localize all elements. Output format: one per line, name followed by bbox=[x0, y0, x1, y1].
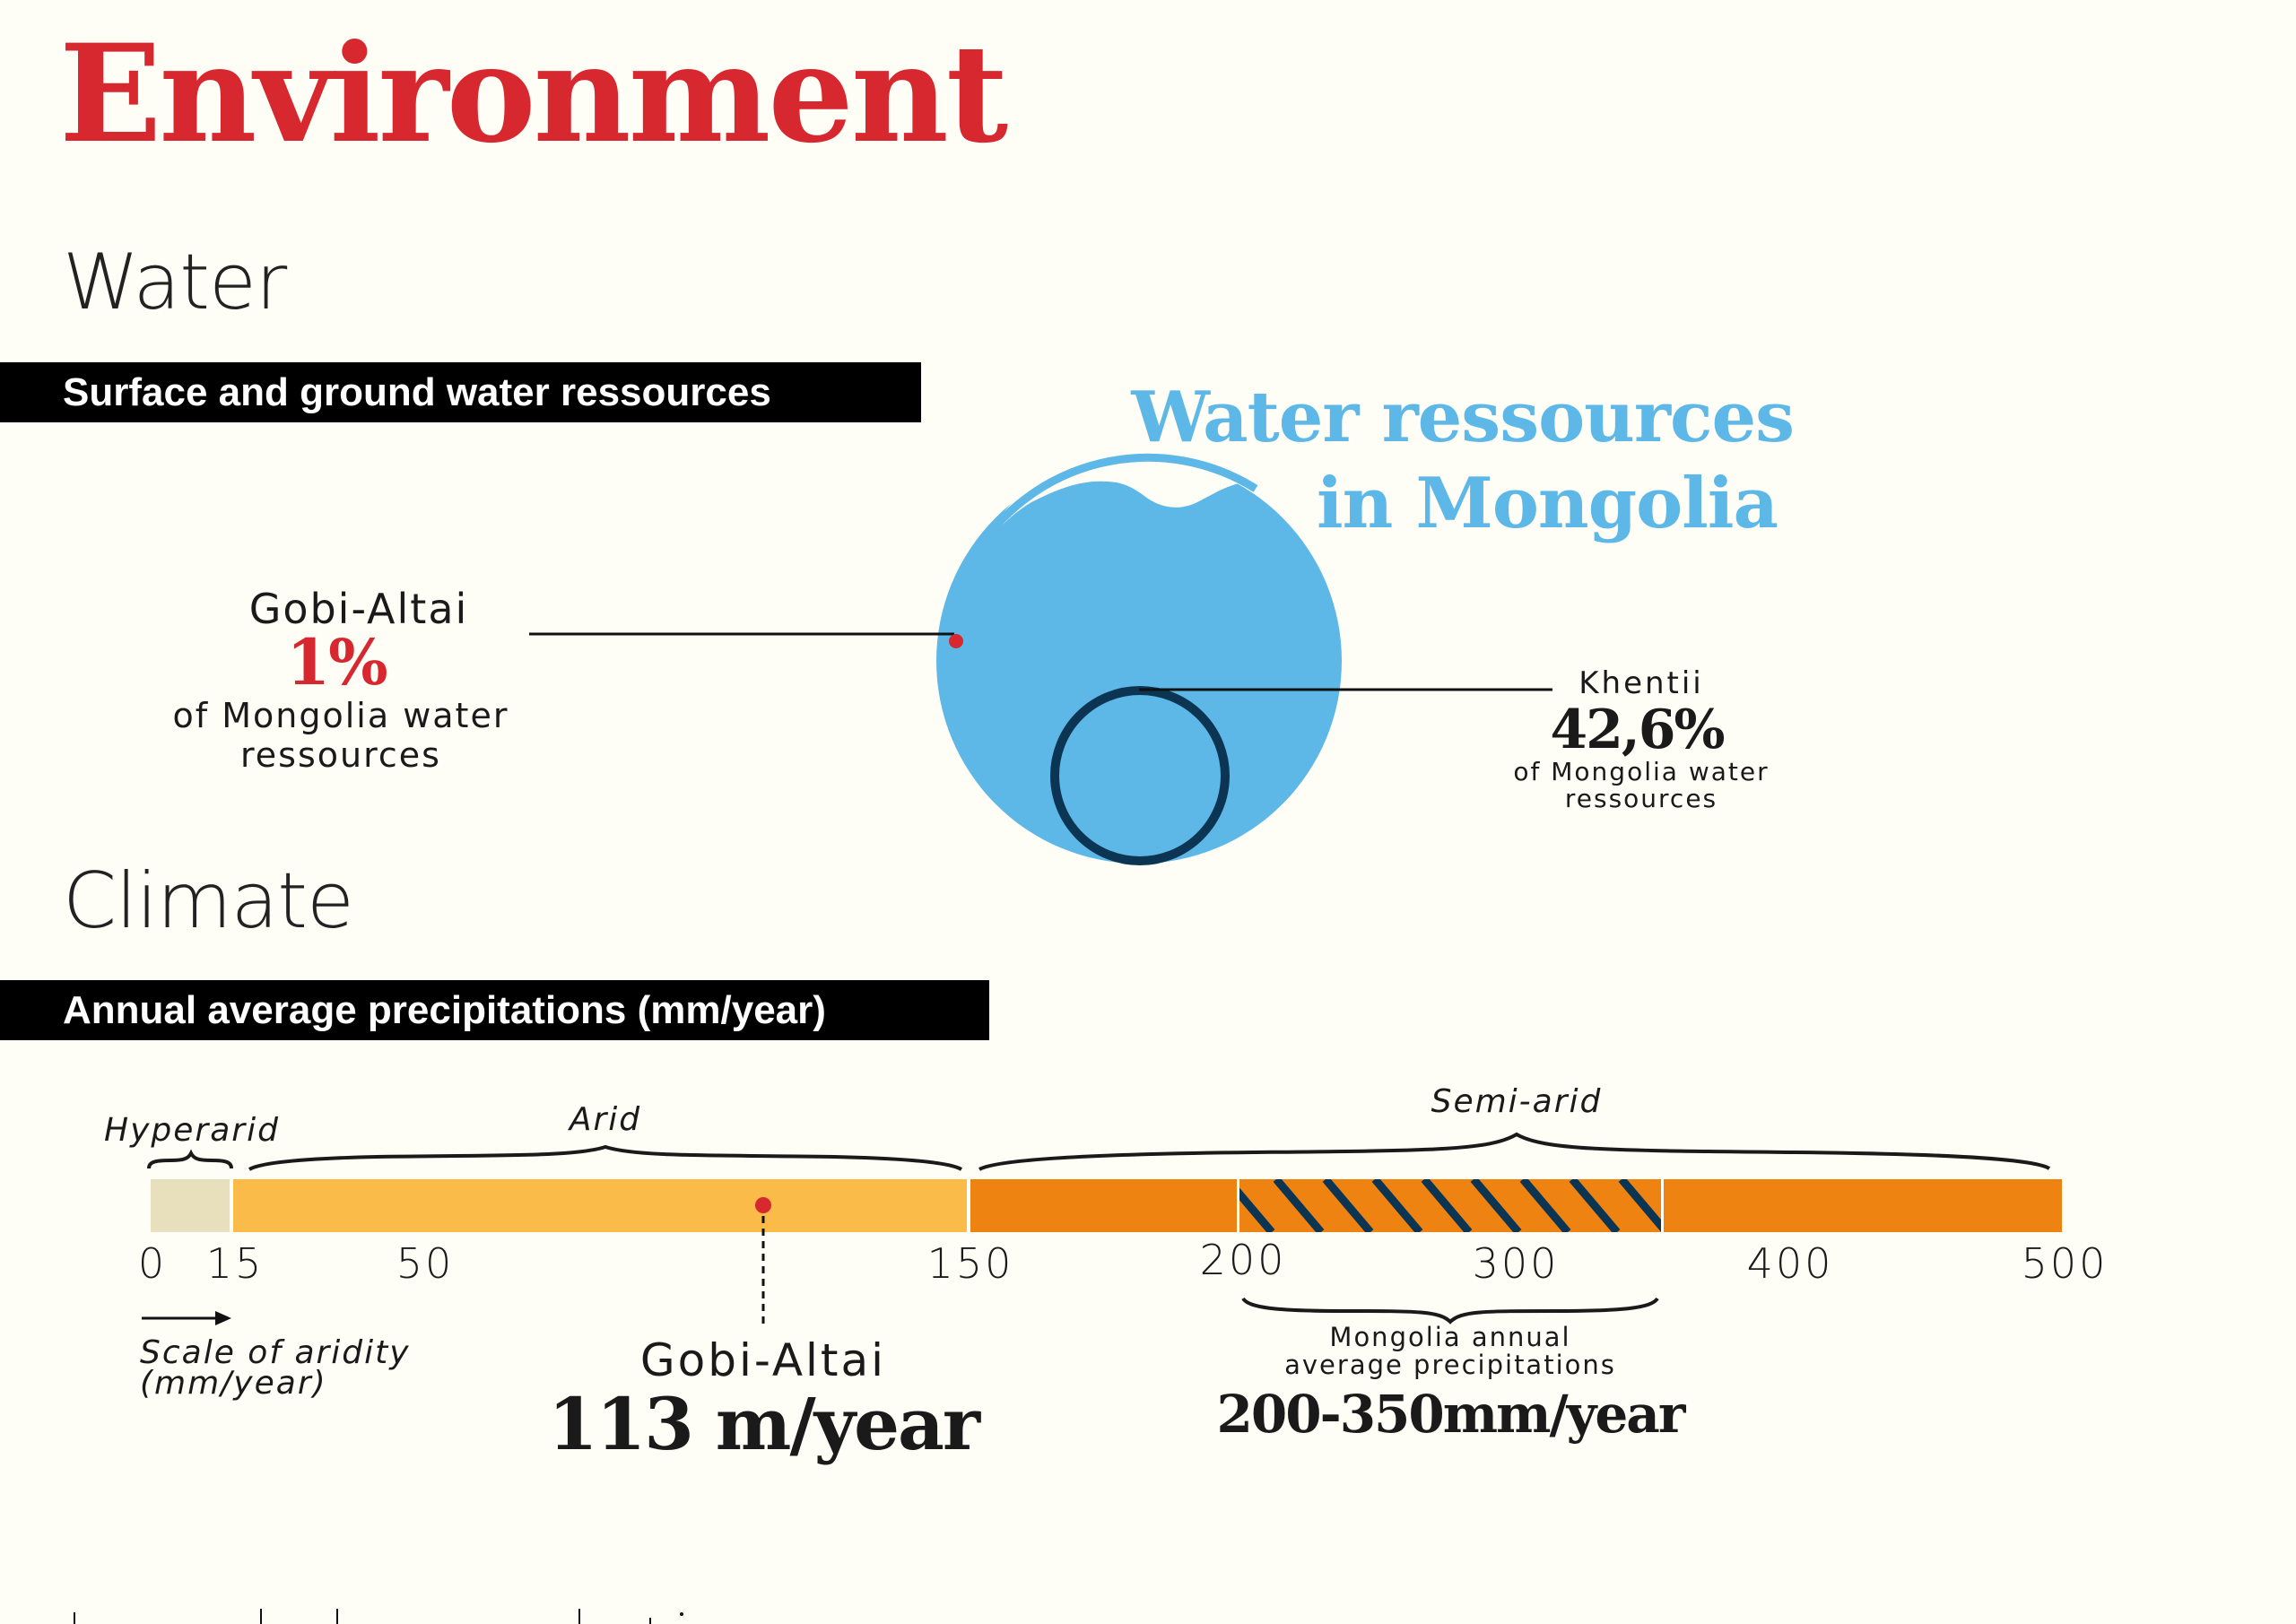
water-globe-outline bbox=[936, 458, 1342, 864]
khentii-percent: 42,6% bbox=[1550, 699, 1725, 761]
mongolia-precip-callout: Mongolia annual average precipitations 2… bbox=[1181, 1324, 1719, 1446]
brace-hyperarid bbox=[147, 1149, 233, 1169]
tick-15: 15 bbox=[205, 1239, 265, 1288]
tick-500: 500 bbox=[2021, 1239, 2109, 1288]
climate-label-text: Annual average precipitations (mm/year) bbox=[63, 987, 826, 1032]
water-label-text: Surface and ground water ressources bbox=[63, 369, 771, 414]
gobi-altai-name: Gobi-Altai bbox=[248, 585, 469, 633]
scale-note-line2: (mm/year) bbox=[140, 1365, 327, 1402]
zone-label-hyperarid: Hyperarid bbox=[104, 1112, 280, 1149]
gobi-altai-precip-value: 113 m/year bbox=[547, 1382, 980, 1466]
bar-segment-semi-arid-2 bbox=[1664, 1179, 2062, 1232]
water-chart-title: Water ressources in Mongolia bbox=[1112, 375, 1795, 547]
khentii-name: Khentii bbox=[1578, 665, 1704, 701]
gobi-altai-marker bbox=[949, 634, 963, 648]
brace-semi-arid bbox=[978, 1132, 2051, 1171]
bar-segment-mongolia-range bbox=[1239, 1179, 1661, 1232]
water-wave-gap bbox=[980, 448, 1249, 550]
page-title: Environment bbox=[59, 15, 1008, 173]
tick-300: 300 bbox=[1472, 1239, 1560, 1288]
tick-0: 0 bbox=[137, 1239, 168, 1288]
gobi-altai-precip-marker bbox=[755, 1197, 771, 1213]
gobi-altai-percent: 1% bbox=[286, 625, 387, 699]
water-chart-title-line1: Water ressources bbox=[1131, 377, 1795, 458]
section-title-climate: Climate bbox=[63, 856, 354, 946]
brace-arid bbox=[248, 1144, 963, 1171]
gobi-altai-precip-callout: Gobi-Altai 113 m/year bbox=[539, 1334, 987, 1462]
tick-150: 150 bbox=[926, 1239, 1014, 1288]
water-label-bar: Surface and ground water ressources bbox=[0, 362, 921, 422]
climate-label-bar: Annual average precipitations (mm/year) bbox=[0, 980, 989, 1040]
gobi-altai-water-callout: Gobi-Altai 1% of Mongolia water ressourc… bbox=[135, 585, 583, 775]
section-title-water: Water bbox=[63, 238, 287, 327]
water-chart-title-line2: in Mongolia bbox=[1317, 463, 1779, 544]
mongolia-desc-line1: Mongolia annual bbox=[1329, 1322, 1571, 1352]
tick-50: 50 bbox=[396, 1239, 455, 1288]
scale-note-line1: Scale of aridity bbox=[140, 1334, 411, 1371]
khentii-desc: of Mongolia water ressources bbox=[1453, 759, 1830, 812]
bar-segment-semi-arid-1 bbox=[970, 1179, 1237, 1232]
brace-mongolia-range bbox=[1241, 1297, 1659, 1324]
gobi-altai-desc-line2: ressources bbox=[240, 735, 441, 775]
zone-label-arid: Arid bbox=[569, 1101, 642, 1138]
mongolia-desc-line2: average precipitations bbox=[1284, 1350, 1616, 1380]
tick-200: 200 bbox=[1199, 1236, 1287, 1284]
khentii-desc-line1: of Mongolia water bbox=[1513, 757, 1770, 786]
tick-400: 400 bbox=[1746, 1239, 1834, 1288]
zone-label-semi-arid: Semi-arid bbox=[1431, 1083, 1603, 1120]
mongolia-precip-desc: Mongolia annual average precipitations bbox=[1181, 1324, 1719, 1379]
scale-of-aridity-note: Scale of aridity (mm/year) bbox=[140, 1334, 411, 1402]
gobi-altai-desc: of Mongolia water ressources bbox=[99, 696, 583, 775]
bar-segment-hyperarid bbox=[151, 1179, 230, 1232]
mongolia-precip-value: 200-350mm/year bbox=[1216, 1384, 1686, 1445]
gobi-altai-precip-name: Gobi-Altai bbox=[639, 1334, 887, 1386]
bar-segment-arid bbox=[233, 1179, 967, 1232]
khentii-desc-line2: ressources bbox=[1564, 784, 1718, 813]
gobi-altai-desc-line1: of Mongolia water bbox=[172, 696, 509, 735]
khentii-callout: Khentii 42,6% of Mongolia water ressourc… bbox=[1453, 665, 1830, 812]
arrow-right-icon bbox=[215, 1311, 231, 1325]
